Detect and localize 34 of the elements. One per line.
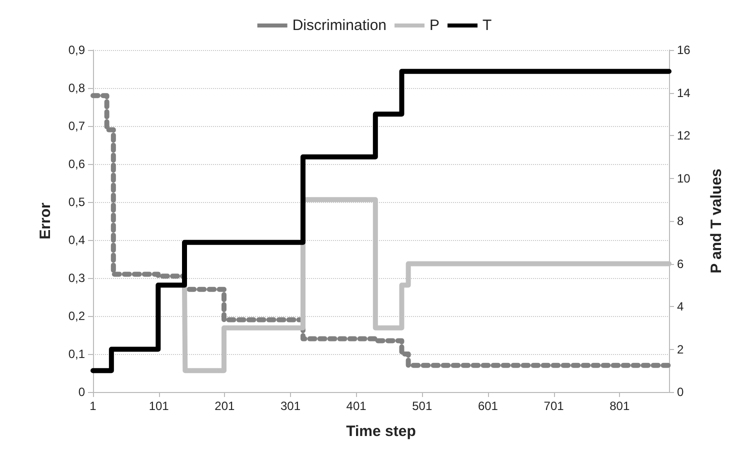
x-tick-label: 601 <box>478 399 498 413</box>
legend-label: P <box>430 17 440 34</box>
y2-axis-title: P and T values <box>708 168 725 274</box>
y2-tick-label: 10 <box>677 171 691 186</box>
y-tick-label: 0,7 <box>68 119 86 133</box>
y2-tick-label: 6 <box>677 256 684 271</box>
x-axis-title: Time step <box>346 423 416 440</box>
y-tick-label: 0,1 <box>68 347 86 361</box>
x-tick-label: 801 <box>610 399 630 413</box>
y-tick-label: 0,4 <box>68 233 86 247</box>
y-tick-label: 0,6 <box>68 157 86 171</box>
y-tick-label: 0,8 <box>68 81 86 95</box>
x-tick-label: 101 <box>148 399 170 413</box>
y2-tick-label: 14 <box>677 86 691 100</box>
y2-tick-label: 16 <box>677 43 691 57</box>
y-axis-title: Error <box>37 202 54 240</box>
y-tick-label: 0 <box>78 385 86 399</box>
x-tick-label: 401 <box>346 399 367 413</box>
x-tick-label: 1 <box>90 399 97 413</box>
y-tick-label: 0,9 <box>68 43 86 57</box>
y2-tick-label: 8 <box>677 214 684 228</box>
y-tick-label: 0,3 <box>68 271 86 285</box>
x-tick-label: 301 <box>280 399 301 413</box>
legend-label: Discrimination <box>292 17 387 34</box>
x-tick-label: 501 <box>412 399 432 413</box>
y-tick-label: 0,2 <box>68 309 86 323</box>
y-tick-label: 0,5 <box>68 195 86 209</box>
x-tick-label: 201 <box>214 399 235 413</box>
y2-tick-label: 0 <box>677 385 684 399</box>
legend-label: T <box>482 17 492 34</box>
y2-tick-label: 2 <box>677 342 684 356</box>
y2-tick-label: 4 <box>677 300 684 314</box>
y2-tick-label: 12 <box>677 128 691 142</box>
x-tick-label: 701 <box>544 399 564 413</box>
